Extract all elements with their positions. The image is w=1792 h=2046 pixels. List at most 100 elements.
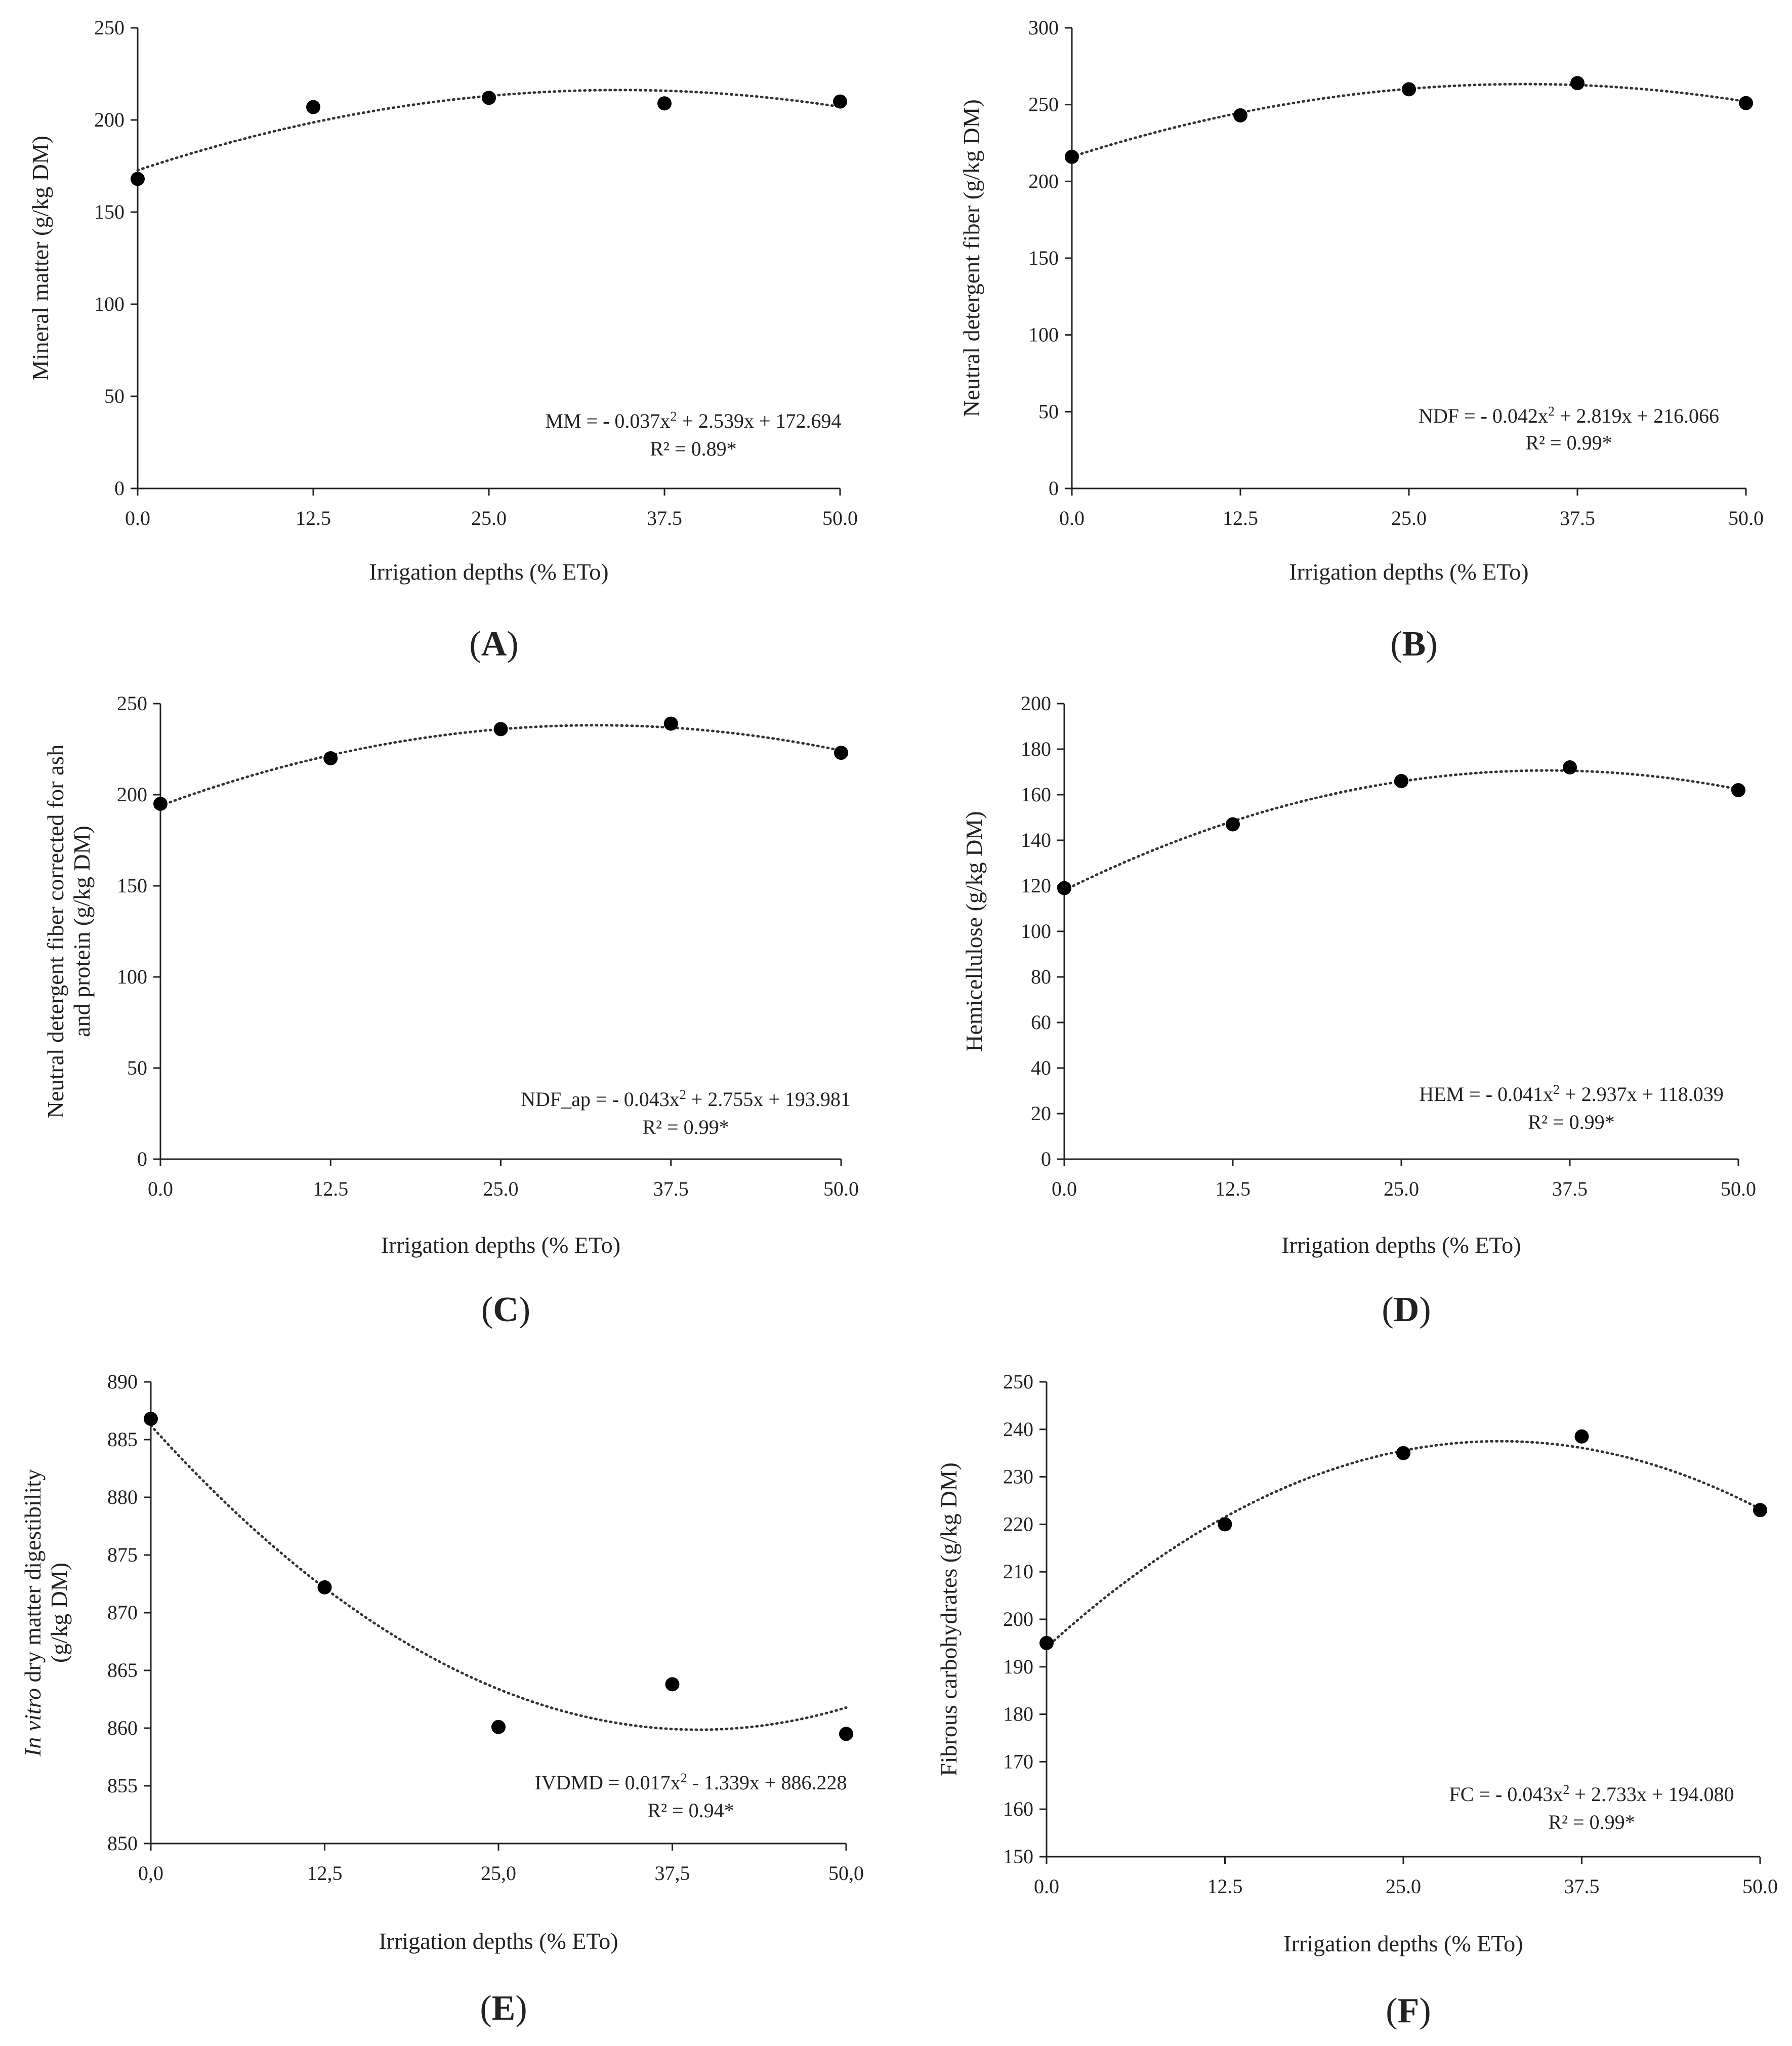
data-point (493, 722, 508, 736)
y-tick-label: 0 (114, 477, 124, 500)
r-squared-label: R² = 0.99* (1528, 1111, 1614, 1133)
data-point (1739, 96, 1753, 110)
data-point (1753, 1503, 1767, 1518)
y-tick-label: 220 (1003, 1512, 1033, 1535)
x-tick-label: 25.0 (471, 507, 507, 529)
y-tick-label: 170 (1003, 1750, 1033, 1773)
y-tick-label: 0 (1049, 477, 1059, 500)
x-tick-label: 12.5 (296, 507, 331, 529)
x-axis-label: Irrigation depths (% ETo) (379, 1928, 618, 1954)
data-point (323, 751, 338, 765)
panel-label: (D) (1382, 1290, 1431, 1329)
data-point (1731, 783, 1745, 797)
y-tick-label: 160 (1021, 783, 1051, 806)
y-tick-label: 250 (94, 16, 124, 39)
x-tick-label: 37.5 (653, 1177, 689, 1200)
data-point (1402, 82, 1416, 97)
x-tick-label: 0,0 (138, 1862, 163, 1885)
data-point (306, 100, 320, 114)
data-point (153, 797, 168, 811)
x-tick-label: 12.5 (1207, 1875, 1243, 1898)
x-tick-label: 50.0 (823, 1177, 859, 1200)
y-tick-label: 100 (117, 965, 147, 988)
data-point (1065, 149, 1079, 164)
y-tick-label: 250 (1003, 1370, 1033, 1393)
panel-label: (B) (1390, 625, 1437, 664)
data-point (1226, 817, 1240, 832)
y-tick-label: 0 (1041, 1148, 1051, 1170)
data-point (1394, 774, 1408, 788)
panel-label: (F) (1386, 1991, 1431, 2030)
chart-panel-c: 0 50 100 150 200 250 0.0 12.5 25.0 37.5 50.0 NDF_ap… (43, 692, 859, 1329)
y-tick-label: 80 (1031, 965, 1051, 988)
x-tick-label: 0.0 (148, 1177, 173, 1200)
chart-panel-a: 0 50 100 150 200 250 0.0 12.5 25.0 37.5 50.0 MM = -… (27, 16, 858, 664)
y-tick-label: 870 (107, 1601, 138, 1624)
x-tick-label: 0.0 (1034, 1875, 1059, 1898)
x-tick-label: 25,0 (481, 1862, 516, 1885)
trend-line (1063, 769, 1740, 892)
data-point (144, 1411, 158, 1426)
y-tick-label: 40 (1031, 1056, 1051, 1079)
chart-panel-b: 0 50 100 150 200 250 300 0.0 12.5 25.0 37.5 50.0 NDF… (958, 16, 1764, 664)
chart-panel-f: 150 160 170 180 190 200 210 220 230 240 250 0.0 12.5… (936, 1370, 1778, 2030)
y-tick-label: 250 (1028, 93, 1059, 116)
x-tick-label: 0.0 (125, 507, 150, 529)
x-tick-label: 50.0 (1728, 507, 1764, 529)
x-tick-label: 25.0 (483, 1177, 519, 1200)
x-tick-label: 50,0 (828, 1862, 864, 1885)
x-tick-label: 37.5 (1564, 1875, 1600, 1898)
y-tick-label: 210 (1003, 1560, 1033, 1583)
y-tick-label: 50 (127, 1056, 147, 1079)
data-point (1233, 108, 1247, 122)
x-tick-label: 12.5 (1215, 1177, 1251, 1200)
data-point (833, 94, 847, 109)
y-tick-label: 150 (117, 874, 147, 897)
equation-label: HEM = - 0.041x2 + 2.937x + 118.039 (1419, 1082, 1723, 1106)
y-axis-label: Neutral detergent fiber corrected for as… (43, 745, 68, 1119)
x-tick-label: 12.5 (313, 1177, 348, 1200)
y-tick-label: 0 (137, 1148, 147, 1170)
y-tick-label: 160 (1003, 1797, 1033, 1820)
equation-label: NDF = - 0.042x2 + 2.819x + 216.066 (1419, 404, 1719, 428)
x-tick-label: 50.0 (1721, 1177, 1756, 1200)
chart-panel-e: 850 855 860 865 870 875 880 885 890 0,0 12,5 25,0 37… (20, 1370, 864, 2028)
data-point (1218, 1517, 1232, 1532)
y-tick-label: 180 (1003, 1703, 1033, 1726)
y-tick-label: 20 (1031, 1102, 1051, 1125)
data-point (491, 1720, 506, 1734)
panel-label: (A) (469, 625, 518, 664)
x-tick-label: 37,5 (655, 1862, 690, 1885)
y-tick-label: 190 (1003, 1655, 1033, 1678)
y-axis-label: Neutral detergent fiber (g/kg DM) (958, 99, 984, 417)
x-tick-label: 12,5 (307, 1862, 343, 1885)
y-tick-label: 855 (107, 1774, 138, 1797)
trend-line (1045, 1440, 1762, 1649)
data-point (1574, 1429, 1589, 1444)
x-axis-label: Irrigation depths (% ETo) (1289, 559, 1528, 585)
y-tick-label: 100 (94, 293, 124, 315)
y-tick-label: 150 (1003, 1845, 1033, 1868)
y-tick-label: 860 (107, 1716, 138, 1739)
r-squared-label: R² = 0.99* (642, 1116, 729, 1138)
trend-line (149, 1424, 848, 1731)
y-axis-label: (g/kg DM) (46, 1563, 72, 1663)
y-tick-label: 60 (1031, 1011, 1051, 1034)
data-point (663, 716, 678, 731)
equation-label: NDF_ap = - 0.043x2 + 2.755x + 193.981 (521, 1087, 851, 1111)
x-tick-label: 37.5 (647, 507, 682, 529)
y-tick-label: 180 (1021, 738, 1051, 760)
data-point (1396, 1446, 1410, 1460)
data-point (834, 746, 848, 760)
r-squared-label: R² = 0.89* (650, 437, 736, 460)
x-tick-label: 50.0 (822, 507, 858, 529)
x-tick-label: 37.5 (1552, 1177, 1588, 1200)
y-tick-label: 120 (1021, 874, 1051, 897)
y-tick-label: 865 (107, 1659, 138, 1682)
data-point (482, 91, 496, 105)
y-tick-label: 885 (107, 1428, 138, 1451)
data-point (1570, 76, 1585, 91)
y-tick-label: 880 (107, 1486, 138, 1508)
r-squared-label: R² = 0.99* (1548, 1811, 1635, 1833)
